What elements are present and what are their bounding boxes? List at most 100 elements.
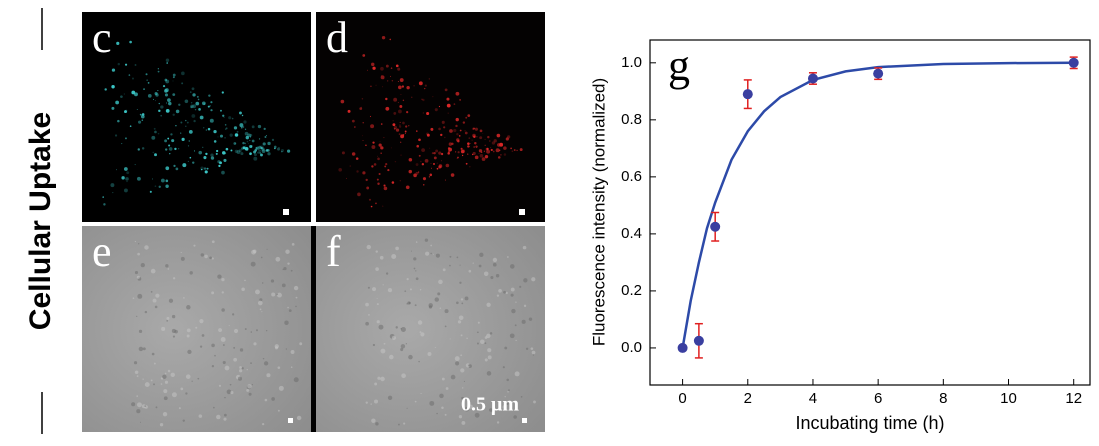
speckle: [398, 125, 402, 128]
speckle: [160, 114, 162, 117]
speckle: [154, 185, 157, 187]
speckle: [338, 167, 343, 172]
speckle: [415, 171, 419, 175]
speckle: [123, 167, 128, 171]
texture: [134, 370, 139, 374]
speckle: [249, 139, 251, 142]
speckle: [261, 147, 265, 151]
speckle: [117, 62, 120, 66]
texture: [531, 277, 536, 282]
speckle: [375, 84, 377, 86]
speckle: [362, 140, 364, 141]
texture: [186, 334, 190, 338]
speckle: [438, 165, 442, 169]
speckle: [192, 161, 195, 164]
texture: [167, 369, 171, 373]
texture: [211, 291, 215, 295]
texture: [186, 305, 191, 310]
speckle: [406, 85, 410, 90]
texture: [461, 421, 466, 425]
texture: [259, 298, 263, 302]
speckle: [267, 152, 271, 156]
speckle: [224, 152, 227, 155]
texture: [489, 408, 493, 412]
texture: [461, 302, 464, 305]
texture: [201, 334, 205, 337]
speckle: [421, 148, 426, 153]
texture: [136, 395, 139, 397]
speckle: [205, 129, 207, 131]
texture: [284, 320, 289, 325]
texture: [434, 346, 436, 349]
speckle: [446, 103, 451, 108]
texture: [509, 264, 515, 269]
speckle: [423, 87, 426, 90]
panel-label: g: [668, 41, 690, 90]
texture: [533, 400, 536, 404]
texture: [136, 315, 138, 318]
speckle: [164, 78, 168, 82]
texture: [250, 261, 256, 267]
texture: [449, 264, 451, 267]
speckle: [417, 171, 420, 173]
scale-bar: [288, 418, 293, 423]
speckle: [129, 40, 132, 44]
speckle: [433, 156, 437, 160]
point: [693, 335, 704, 346]
speckle: [453, 103, 456, 106]
texture: [398, 423, 400, 426]
speckle: [362, 122, 364, 124]
texture: [224, 413, 227, 417]
speckle: [185, 119, 187, 122]
texture: [472, 262, 474, 264]
speckle: [390, 147, 392, 149]
speckle: [368, 198, 372, 201]
speckle: [393, 111, 397, 115]
speckle: [141, 119, 144, 121]
texture: [376, 298, 378, 300]
texture: [136, 275, 140, 279]
texture: [281, 283, 286, 288]
texture: [170, 372, 175, 378]
speckle: [264, 135, 267, 138]
texture: [531, 350, 536, 355]
panel-label: e: [92, 227, 112, 276]
texture: [183, 297, 185, 299]
speckle: [436, 167, 439, 170]
speckle: [239, 123, 244, 128]
texture: [460, 334, 463, 337]
speckle: [380, 152, 382, 154]
speckle: [131, 77, 134, 80]
texture: [530, 347, 534, 350]
speckle: [476, 136, 478, 138]
texture: [375, 422, 379, 426]
speckle: [172, 113, 175, 116]
texture: [513, 415, 517, 419]
speckle: [441, 120, 445, 124]
speckle: [167, 137, 170, 140]
speckle: [265, 135, 267, 136]
texture: [253, 342, 257, 346]
x-tick-label: 2: [744, 390, 752, 407]
texture: [180, 256, 185, 261]
speckle: [421, 98, 423, 100]
texture: [222, 344, 225, 346]
texture: [496, 421, 500, 424]
texture: [290, 366, 293, 369]
speckle: [467, 145, 470, 148]
texture: [151, 352, 155, 356]
speckle: [278, 146, 280, 149]
texture: [285, 348, 288, 350]
speckle: [468, 145, 470, 147]
texture: [492, 262, 497, 267]
speckle: [251, 139, 255, 143]
speckle: [505, 137, 509, 141]
texture: [441, 406, 444, 410]
texture: [486, 333, 491, 339]
speckle: [137, 148, 140, 151]
speckle: [377, 182, 380, 186]
speckle: [115, 100, 120, 105]
speckle: [402, 99, 405, 102]
texture: [406, 407, 408, 409]
texture: [171, 392, 177, 398]
